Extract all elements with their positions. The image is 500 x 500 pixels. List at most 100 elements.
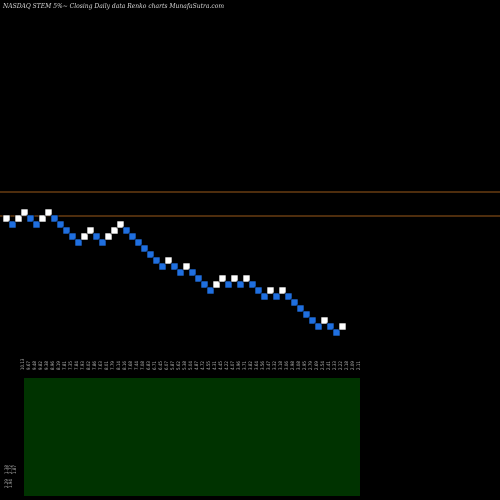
price-tick-label: 2.98 <box>290 361 295 370</box>
renko-brick-up <box>266 286 275 295</box>
volume-panel <box>24 378 360 496</box>
renko-brick-down <box>206 286 215 295</box>
price-tick-label: 2.11 <box>356 361 361 370</box>
price-tick-label: 6.45 <box>158 361 163 370</box>
price-tick-label: 7.86 <box>92 361 97 370</box>
price-tick-label: 4.31 <box>212 361 217 370</box>
renko-brick-down <box>176 268 185 277</box>
price-tick-label: 8.19 <box>56 361 61 370</box>
price-tick-label: 3.56 <box>260 361 265 370</box>
price-tick-label: 4.07 <box>230 361 235 370</box>
price-tick-label: 4.45 <box>218 361 223 370</box>
renko-brick-down <box>200 280 209 289</box>
renko-brick-down <box>152 256 161 265</box>
renko-brick-down <box>98 238 107 247</box>
price-tick-label: 7.44 <box>134 361 139 370</box>
renko-brick-up <box>38 214 47 223</box>
price-tick-label: 3.18 <box>278 361 283 370</box>
renko-brick-down <box>62 226 71 235</box>
renko-brick-down <box>296 304 305 313</box>
renko-brick-up <box>242 274 251 283</box>
price-tick-label: 3.82 <box>248 361 253 370</box>
price-tick-label: 3.64 <box>254 361 259 370</box>
price-tick-label: 6.07 <box>164 361 169 370</box>
reference-lines <box>0 191 500 217</box>
price-tick-label: 2.22 <box>338 361 343 370</box>
volume-tick-label: 2.29 <box>4 479 9 488</box>
renko-brick-down <box>146 250 155 259</box>
price-tick-label: 2.95 <box>302 361 307 370</box>
renko-brick-down <box>68 232 77 241</box>
renko-brick-down <box>236 280 245 289</box>
volume-tick-label: 1.38 <box>4 465 9 474</box>
price-tick-label: 2.79 <box>308 361 313 370</box>
renko-brick-up <box>80 232 89 241</box>
volume-tick-label: 1.94 <box>8 479 13 488</box>
price-tick-label: 3.96 <box>236 361 241 370</box>
renko-brick-down <box>134 238 143 247</box>
price-tick-label: 3.08 <box>296 361 301 370</box>
renko-brick-down <box>8 220 17 229</box>
price-tick-label: 2.09 <box>350 361 355 370</box>
price-tick-label: 4.72 <box>200 361 205 370</box>
renko-brick-down <box>272 292 281 301</box>
price-tick-label: 2.41 <box>326 361 331 370</box>
renko-brick-down <box>260 292 269 301</box>
price-tick-label: 7.84 <box>74 361 79 370</box>
price-tick-label: 7.08 <box>140 361 145 370</box>
renko-brick-up <box>212 280 221 289</box>
renko-brick-up <box>338 322 347 331</box>
renko-brick-down <box>302 310 311 319</box>
renko-brick-up <box>320 316 329 325</box>
renko-brick-down <box>140 244 149 253</box>
price-tick-label: 2.54 <box>320 361 325 370</box>
renko-brick-down <box>92 232 101 241</box>
volume-tick-label: 2.72 <box>8 465 13 474</box>
price-tick-label: 3.71 <box>242 361 247 370</box>
price-tick-label: 5.38 <box>182 361 187 370</box>
price-tick-label: 7.93 <box>80 361 85 370</box>
price-tick-label: 7.68 <box>128 361 133 370</box>
renko-brick-down <box>50 214 59 223</box>
price-tick-label: 9.67 <box>26 361 31 370</box>
renko-brick-up <box>278 286 287 295</box>
renko-brick-down <box>128 232 137 241</box>
price-tick-label: 2.69 <box>314 361 319 370</box>
renko-brick-down <box>308 316 317 325</box>
renko-brick-up <box>164 256 173 265</box>
chart-title: NASDAQ STEM 5%~ Closing Daily data Renko… <box>3 3 225 10</box>
renko-brick-up <box>110 226 119 235</box>
price-tick-label: 8.96 <box>50 361 55 370</box>
renko-brick-up <box>44 208 53 217</box>
price-tick-label: 4.55 <box>206 361 211 370</box>
renko-brick-down <box>332 328 341 337</box>
volume-tick-labels: 1.38 2.72 1.872.29 1.94 <box>4 465 17 488</box>
price-tick-label: 7.79 <box>110 361 115 370</box>
renko-brick-up <box>14 214 23 223</box>
renko-brick-up <box>104 232 113 241</box>
renko-brick-down <box>248 280 257 289</box>
renko-brick-down <box>170 262 179 271</box>
price-tick-label: 9.38 <box>44 361 49 370</box>
renko-brick-down <box>122 226 131 235</box>
price-tick-label: 4.87 <box>194 361 199 370</box>
price-tick-label: 3.06 <box>284 361 289 370</box>
price-tick-label: 2.33 <box>332 361 337 370</box>
renko-brick-up <box>218 274 227 283</box>
price-tick-labels: 10.13 9.67 9.48 9.82 9.38 8.96 8.19 7.81 7.35 7.8… <box>20 358 361 370</box>
price-tick-label: 6.71 <box>152 361 157 370</box>
price-tick-label: 5.87 <box>170 361 175 370</box>
renko-brick-down <box>224 280 233 289</box>
price-tick-label: 7.63 <box>98 361 103 370</box>
price-tick-label: 7.81 <box>62 361 67 370</box>
price-tick-label: 10.13 <box>20 358 25 370</box>
price-tick-label: 8.16 <box>122 361 127 370</box>
renko-brick-up <box>182 262 191 271</box>
price-tick-label: 6.83 <box>146 361 151 370</box>
renko-brick-down <box>254 286 263 295</box>
price-tick-label: 5.04 <box>188 361 193 370</box>
price-tick-label: 4.22 <box>224 361 229 370</box>
renko-brick-down <box>74 238 83 247</box>
price-tick-label: 9.82 <box>38 361 43 370</box>
price-tick-label: 5.62 <box>176 361 181 370</box>
